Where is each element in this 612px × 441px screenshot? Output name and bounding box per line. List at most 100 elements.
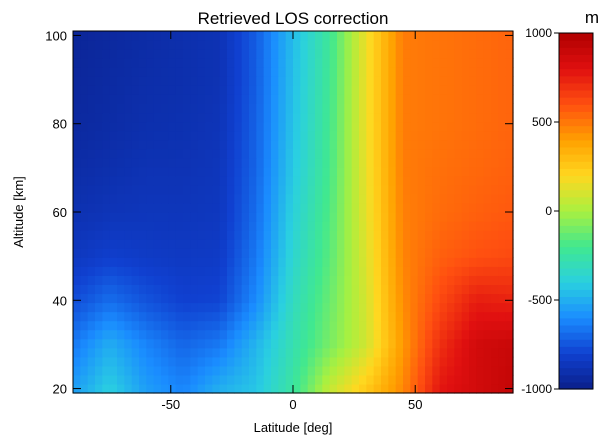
heatmap-cell	[102, 76, 111, 86]
heatmap-cell	[300, 329, 309, 340]
heatmap-cell	[271, 293, 279, 304]
heatmap-cell	[124, 175, 133, 186]
heatmap-cell	[395, 302, 404, 313]
heatmap-cell	[175, 221, 184, 231]
heatmap-cell	[469, 320, 477, 331]
heatmap-cell	[293, 103, 301, 114]
heatmap-cell	[197, 94, 206, 104]
heatmap-cell	[498, 94, 507, 104]
heatmap-cell	[329, 76, 338, 86]
heatmap-cell	[410, 275, 419, 285]
heatmap-cell	[212, 175, 221, 186]
heatmap-cell	[168, 139, 177, 150]
heatmap-cell	[293, 347, 301, 358]
heatmap-cell	[483, 121, 492, 132]
heatmap-cell	[476, 85, 485, 95]
heatmap-cell	[219, 157, 228, 168]
heatmap-cell	[447, 112, 455, 123]
heatmap-cell	[498, 148, 507, 159]
heatmap-cell	[432, 374, 441, 385]
heatmap-cell	[139, 212, 147, 222]
heatmap-cell	[212, 94, 221, 104]
heatmap-cell	[183, 329, 191, 340]
heatmap-cell	[373, 67, 382, 77]
heatmap-cell	[95, 49, 103, 59]
heatmap-cell	[483, 347, 492, 358]
heatmap-cell	[351, 338, 360, 349]
heatmap-cell	[483, 266, 492, 276]
heatmap-cell	[109, 175, 118, 186]
heatmap-cell	[278, 184, 287, 195]
heatmap-cell	[95, 329, 103, 340]
heatmap-cell	[388, 365, 397, 376]
heatmap-cell	[139, 94, 147, 104]
heatmap-cell	[505, 58, 514, 68]
heatmap-cell	[256, 311, 265, 322]
heatmap-cell	[219, 148, 228, 159]
heatmap-cell	[483, 230, 492, 240]
heatmap-cell	[293, 383, 301, 394]
heatmap-cell	[80, 293, 89, 304]
heatmap-cell	[234, 58, 243, 68]
heatmap-cell	[344, 175, 353, 186]
heatmap-cell	[322, 58, 331, 68]
heatmap-cell	[278, 85, 287, 95]
heatmap-cell	[271, 94, 279, 104]
heatmap-cell	[227, 212, 235, 222]
heatmap-cell	[439, 121, 448, 132]
heatmap-cell	[227, 383, 235, 394]
heatmap-cell	[168, 257, 177, 267]
heatmap-cell	[432, 130, 441, 141]
heatmap-cell	[219, 239, 228, 249]
heatmap-cell	[395, 166, 404, 177]
heatmap-cell	[417, 121, 426, 132]
colorbar-segment	[559, 218, 593, 226]
heatmap-cell	[351, 130, 360, 141]
heatmap-cell	[447, 212, 455, 222]
colorbar-segment	[559, 146, 593, 155]
heatmap-cell	[80, 202, 89, 213]
heatmap-cell	[117, 58, 125, 68]
heatmap-cell	[249, 365, 257, 376]
heatmap-cell	[337, 103, 345, 114]
heatmap-cell	[131, 293, 140, 304]
heatmap-cell	[388, 257, 397, 267]
heatmap-cell	[359, 40, 367, 50]
heatmap-cell	[315, 329, 323, 340]
heatmap-cell	[454, 67, 463, 77]
heatmap-cell	[117, 239, 125, 249]
heatmap-cell	[344, 49, 353, 59]
heatmap-cell	[373, 338, 382, 349]
heatmap-cell	[432, 76, 441, 86]
heatmap-cell	[373, 31, 382, 41]
heatmap-cell	[256, 193, 265, 204]
heatmap-cell	[447, 193, 455, 204]
heatmap-cell	[329, 221, 338, 231]
heatmap-cell	[102, 67, 111, 77]
heatmap-cell	[491, 320, 499, 331]
heatmap-cell	[425, 311, 433, 322]
heatmap-cell	[359, 302, 367, 313]
heatmap-cell	[183, 94, 191, 104]
heatmap-cell	[109, 329, 118, 340]
heatmap-cell	[197, 284, 206, 295]
heatmap-cell	[483, 248, 492, 258]
heatmap-cell	[80, 365, 89, 376]
colorbar-segment	[559, 225, 593, 233]
heatmap-cell	[403, 320, 411, 331]
heatmap-cell	[263, 248, 272, 258]
heatmap-cell	[366, 139, 375, 150]
heatmap-cell	[469, 103, 477, 114]
heatmap-cell	[498, 184, 507, 195]
chart-title: Retrieved LOS correction	[198, 9, 389, 28]
heatmap-cell	[271, 365, 279, 376]
heatmap-cell	[249, 329, 257, 340]
heatmap-cell	[381, 112, 389, 123]
heatmap-cell	[256, 166, 265, 177]
heatmap-cell	[498, 266, 507, 276]
colorbar-segment	[559, 360, 593, 369]
heatmap-cell	[300, 49, 309, 59]
colorbar-segment	[559, 161, 593, 169]
heatmap-cell	[322, 130, 331, 141]
heatmap-cell	[373, 130, 382, 141]
